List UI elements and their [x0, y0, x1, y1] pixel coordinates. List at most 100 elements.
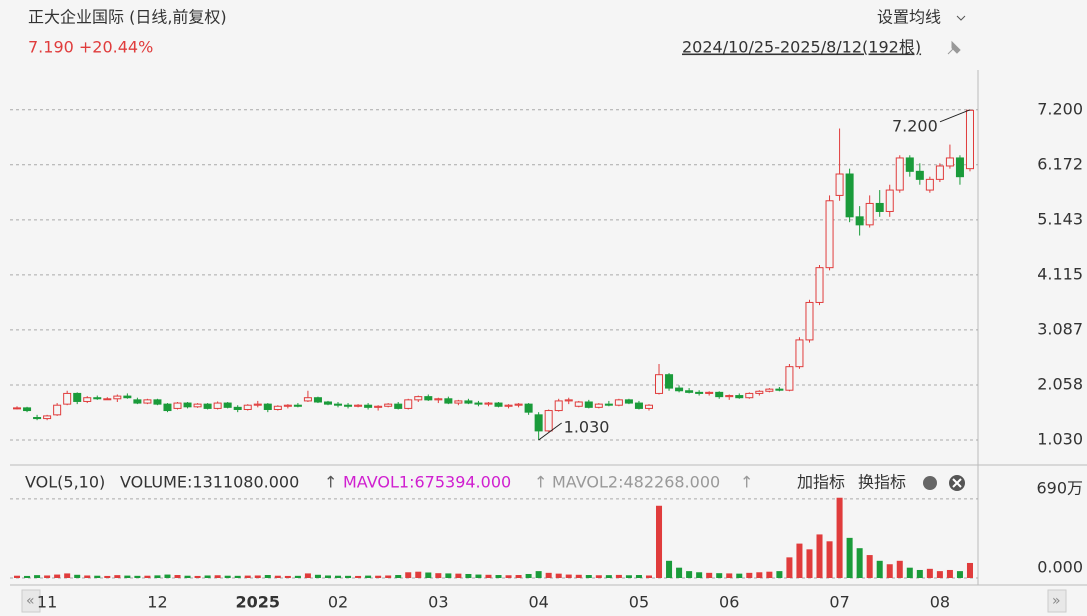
candle-body: [163, 403, 172, 412]
candle-body: [755, 390, 764, 394]
volume-bar: [485, 574, 492, 578]
candle-body: [113, 395, 122, 400]
candle-body: [283, 404, 292, 407]
switch-indicator[interactable]: 换指标: [858, 473, 906, 492]
volume-bar: [836, 497, 843, 578]
annotation-arrow: [939, 109, 971, 123]
candle-body: [544, 410, 553, 432]
candle-body: [895, 157, 904, 191]
volume-bar: [345, 575, 352, 578]
candle-body: [143, 399, 152, 404]
mavol2-label: MAVOL2:482268.000: [552, 473, 720, 492]
candle-body: [454, 400, 463, 404]
annotation-arrow: [538, 422, 562, 441]
candle-body: [845, 173, 854, 218]
volume-bar: [796, 543, 803, 578]
candle-body: [805, 301, 814, 341]
volume-bar: [14, 575, 21, 578]
volume-bar: [94, 575, 101, 578]
candle-body: [665, 374, 674, 389]
scroll-right[interactable]: [1047, 589, 1067, 613]
volume-bar: [686, 571, 693, 578]
volume-bar: [395, 575, 402, 578]
volume-bar: [254, 575, 261, 578]
range-label[interactable]: 2024/10/25-2025/8/12(192根): [682, 38, 921, 57]
volume-bar: [134, 575, 141, 578]
candle-body: [554, 400, 563, 412]
pin-icon[interactable]: [947, 40, 961, 55]
x-tick-label: 05: [629, 593, 649, 612]
volume-bar: [916, 569, 923, 578]
volume-bar: [776, 571, 783, 578]
candle-body: [23, 407, 32, 412]
y-tick-label: 0.000: [1037, 558, 1083, 577]
close-x[interactable]: [952, 478, 962, 488]
dropdown-icon[interactable]: [956, 15, 966, 21]
candle-body: [464, 400, 473, 404]
y-tick-label: 5.143: [1037, 209, 1083, 228]
mavol1-label: MAVOL1:675394.000: [343, 473, 511, 492]
candle-body: [705, 391, 714, 394]
volume-bar: [625, 575, 632, 578]
add-indicator[interactable]: 加指标: [797, 473, 845, 492]
volume-bar: [756, 572, 763, 578]
volume-bar: [706, 572, 713, 578]
candle-body: [474, 402, 483, 405]
volume-bar: [204, 575, 211, 578]
volume-bar: [355, 575, 362, 578]
candle-body: [444, 398, 453, 404]
candle-body: [915, 170, 924, 180]
candle-body: [624, 399, 633, 404]
volume-bar: [214, 575, 221, 578]
candle-body: [745, 392, 754, 399]
volume-bar: [174, 575, 181, 578]
volume-bar: [24, 575, 31, 578]
candle-body: [33, 417, 42, 420]
candle-body: [785, 366, 794, 391]
x-tick-label: 02: [328, 593, 348, 612]
candle-body: [263, 403, 272, 410]
candle-body: [313, 397, 322, 403]
candle-body: [63, 392, 72, 405]
candle-body: [53, 404, 62, 416]
vol-title: VOL(5,10): [25, 473, 105, 492]
volume-bar: [535, 571, 542, 578]
candle-body: [955, 157, 964, 178]
candle-body: [133, 399, 142, 404]
arrow: ↑: [740, 473, 753, 492]
volume-bar: [465, 573, 472, 578]
volume-bar: [144, 575, 151, 578]
volume-bar: [314, 574, 321, 578]
volume-bar: [595, 575, 602, 578]
volume-bar: [375, 575, 382, 578]
settings-button[interactable]: 设置均线: [877, 8, 941, 27]
candle-body: [775, 388, 784, 391]
y-tick-label: 7.200: [1037, 99, 1083, 118]
volume-bar: [846, 537, 853, 578]
volume-bar: [264, 575, 271, 578]
volume-bar: [164, 574, 171, 578]
volume-bar: [495, 575, 502, 578]
candle-body: [183, 402, 192, 408]
volume-bar: [34, 575, 41, 578]
volume-bar: [294, 575, 301, 578]
candle-body: [153, 399, 162, 405]
volume-bar: [335, 575, 342, 578]
scroll-right-icon[interactable]: »: [1052, 593, 1061, 609]
gear-icon[interactable]: [923, 476, 937, 490]
volume-bar: [946, 569, 953, 578]
scroll-left[interactable]: [21, 589, 41, 613]
scroll-left-icon[interactable]: «: [26, 593, 35, 609]
candle-body: [103, 398, 112, 401]
volume-bar: [585, 575, 592, 578]
candle-body: [484, 402, 493, 405]
volume-bar: [505, 575, 512, 578]
volume-bar: [605, 575, 612, 578]
candle-body: [293, 404, 302, 407]
volume-bar: [154, 575, 161, 578]
volume-bar: [304, 573, 311, 578]
candle-body: [253, 403, 262, 406]
candle-body: [574, 401, 583, 407]
candle-body: [173, 402, 182, 409]
